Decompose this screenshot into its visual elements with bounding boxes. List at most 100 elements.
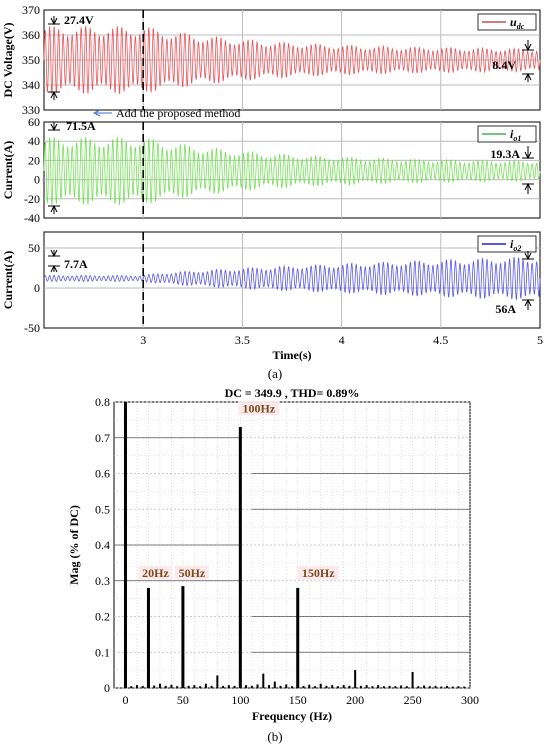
spectrum-bar	[382, 686, 385, 688]
y-tick-label: 0.3	[95, 574, 110, 588]
spectrum-bar	[446, 685, 449, 688]
spectrum-bar	[411, 671, 414, 688]
spectrum-bar	[451, 686, 454, 688]
output-current-1-panel: -40 -20 0 20 40 60 Current(A) io1 71.5A 19.3A Add …	[1, 106, 541, 225]
spectrum-bar	[233, 685, 236, 688]
peak-label-bg	[238, 401, 280, 416]
y-tick-label: 0.1	[95, 645, 110, 659]
y-tick-label: 340	[22, 78, 40, 92]
spectrum-bar	[123, 402, 127, 688]
spectrum-bar	[377, 685, 380, 688]
spectrum-bar	[199, 686, 202, 688]
spectrum-bar	[331, 685, 334, 688]
spectrum-bar	[296, 587, 300, 688]
method-annotation: Add the proposed method	[116, 106, 240, 120]
y-axis-label: Current(A)	[1, 141, 15, 199]
legend-label: io2	[510, 237, 521, 253]
annotation-right-amplitude: 8.4V	[492, 58, 516, 72]
spectrum-bar	[216, 675, 219, 688]
x-tick-label: 4.5	[433, 333, 448, 347]
annotation-right-amplitude: 19.3A	[490, 147, 520, 161]
caption-a: (a)	[268, 366, 282, 381]
spectrum-bar	[176, 686, 179, 688]
x-axis-label: Time(s)	[272, 348, 311, 362]
y-tick-label: -20	[24, 192, 40, 206]
spectrum-bar	[400, 685, 403, 688]
y-tick-label: 0.6	[95, 467, 110, 481]
spectrum-bar	[308, 684, 311, 688]
spectrum-bar	[302, 685, 305, 688]
spectrum-bar	[428, 686, 431, 688]
legend-label: io1	[510, 127, 521, 143]
chart-title: DC = 349.9 , THD= 0.89%	[225, 386, 360, 400]
spectrum-panel: 0 0.1 0.2 0.3 0.4 0.5 0.6 0.7 0.8 20Hz 50Hz 100Hz 15…	[67, 386, 479, 723]
x-tick-label: 250	[404, 693, 422, 707]
annotation-left-amplitude: 27.4V	[64, 13, 94, 27]
x-tick-label: 4	[339, 333, 345, 347]
y-tick-label: 40	[28, 134, 40, 148]
annotation-left-amplitude: 7.7A	[64, 257, 88, 271]
caption-b: (b)	[267, 729, 282, 744]
spectrum-bar	[279, 685, 282, 688]
spectrum-bar	[405, 686, 408, 688]
spectrum-bar	[291, 686, 293, 688]
waveform-series	[43, 256, 541, 300]
y-tick-label: 0.4	[95, 538, 110, 552]
peak-label: 50Hz	[179, 566, 206, 580]
y-tick-label: 60	[28, 115, 40, 129]
spectrum-bar	[204, 683, 207, 688]
spectrum-bar	[256, 684, 259, 688]
spectrum-bar	[319, 683, 322, 688]
spectrum-bar	[354, 670, 357, 688]
spectrum-bar	[146, 587, 150, 688]
spectrum-bar	[388, 685, 391, 688]
legend-box	[477, 125, 537, 143]
spectrum-bar	[250, 685, 253, 688]
x-tick-label: 100	[231, 693, 249, 707]
spectrum-bar	[394, 686, 397, 688]
x-tick-label: 0	[122, 693, 128, 707]
spectrum-bar	[222, 685, 225, 688]
spectrum-bar	[457, 686, 460, 688]
spectrum-bar	[336, 686, 339, 688]
spectrum-bar	[227, 685, 230, 688]
output-current-2-panel: -50 0 50 Current(A) io2 7.7A 56A 3 3.5 4 4.5 5 Time(…	[1, 231, 543, 362]
y-tick-label: 0.2	[95, 610, 110, 624]
legend-box	[477, 235, 537, 253]
y-tick-label: 330	[22, 103, 40, 117]
x-tick-label: 200	[346, 693, 364, 707]
spectrum-bar	[434, 685, 437, 688]
spectrum-bar	[325, 685, 328, 688]
spectrum-bar	[359, 685, 362, 688]
x-tick-label: 50	[177, 693, 189, 707]
y-tick-label: 350	[22, 53, 40, 67]
spectrum-bar	[187, 685, 190, 688]
spectrum-bar	[130, 686, 133, 688]
spectrum-bar	[417, 686, 420, 688]
spectrum-bar	[342, 685, 345, 688]
y-tick-label: 0	[34, 173, 40, 187]
y-tick-label: 20	[28, 153, 40, 167]
x-tick-label: 300	[461, 693, 479, 707]
peak-label-bg	[138, 565, 173, 580]
spectrum-bar	[273, 681, 276, 688]
peak-label: 150Hz	[302, 566, 335, 580]
y-tick-label: 370	[22, 3, 40, 17]
spectrum-bar	[285, 684, 288, 688]
annotation-left-amplitude: 71.5A	[66, 119, 96, 133]
peak-label: 100Hz	[242, 401, 275, 415]
spectrum-bar	[463, 686, 466, 688]
x-tick-label: 5	[537, 333, 543, 347]
spectrum-bar	[238, 427, 242, 688]
spectrum-bar	[153, 685, 156, 688]
x-tick-label: 3.5	[235, 333, 250, 347]
x-tick-label: 150	[289, 693, 307, 707]
legend-subscript: dc	[517, 22, 525, 31]
y-tick-label: 0.7	[95, 431, 110, 445]
peak-label: 20Hz	[142, 566, 169, 580]
y-tick-label: -40	[24, 211, 40, 225]
spectrum-bar	[245, 685, 248, 688]
waveform-series	[43, 136, 541, 206]
y-tick-label: 0	[104, 681, 110, 695]
